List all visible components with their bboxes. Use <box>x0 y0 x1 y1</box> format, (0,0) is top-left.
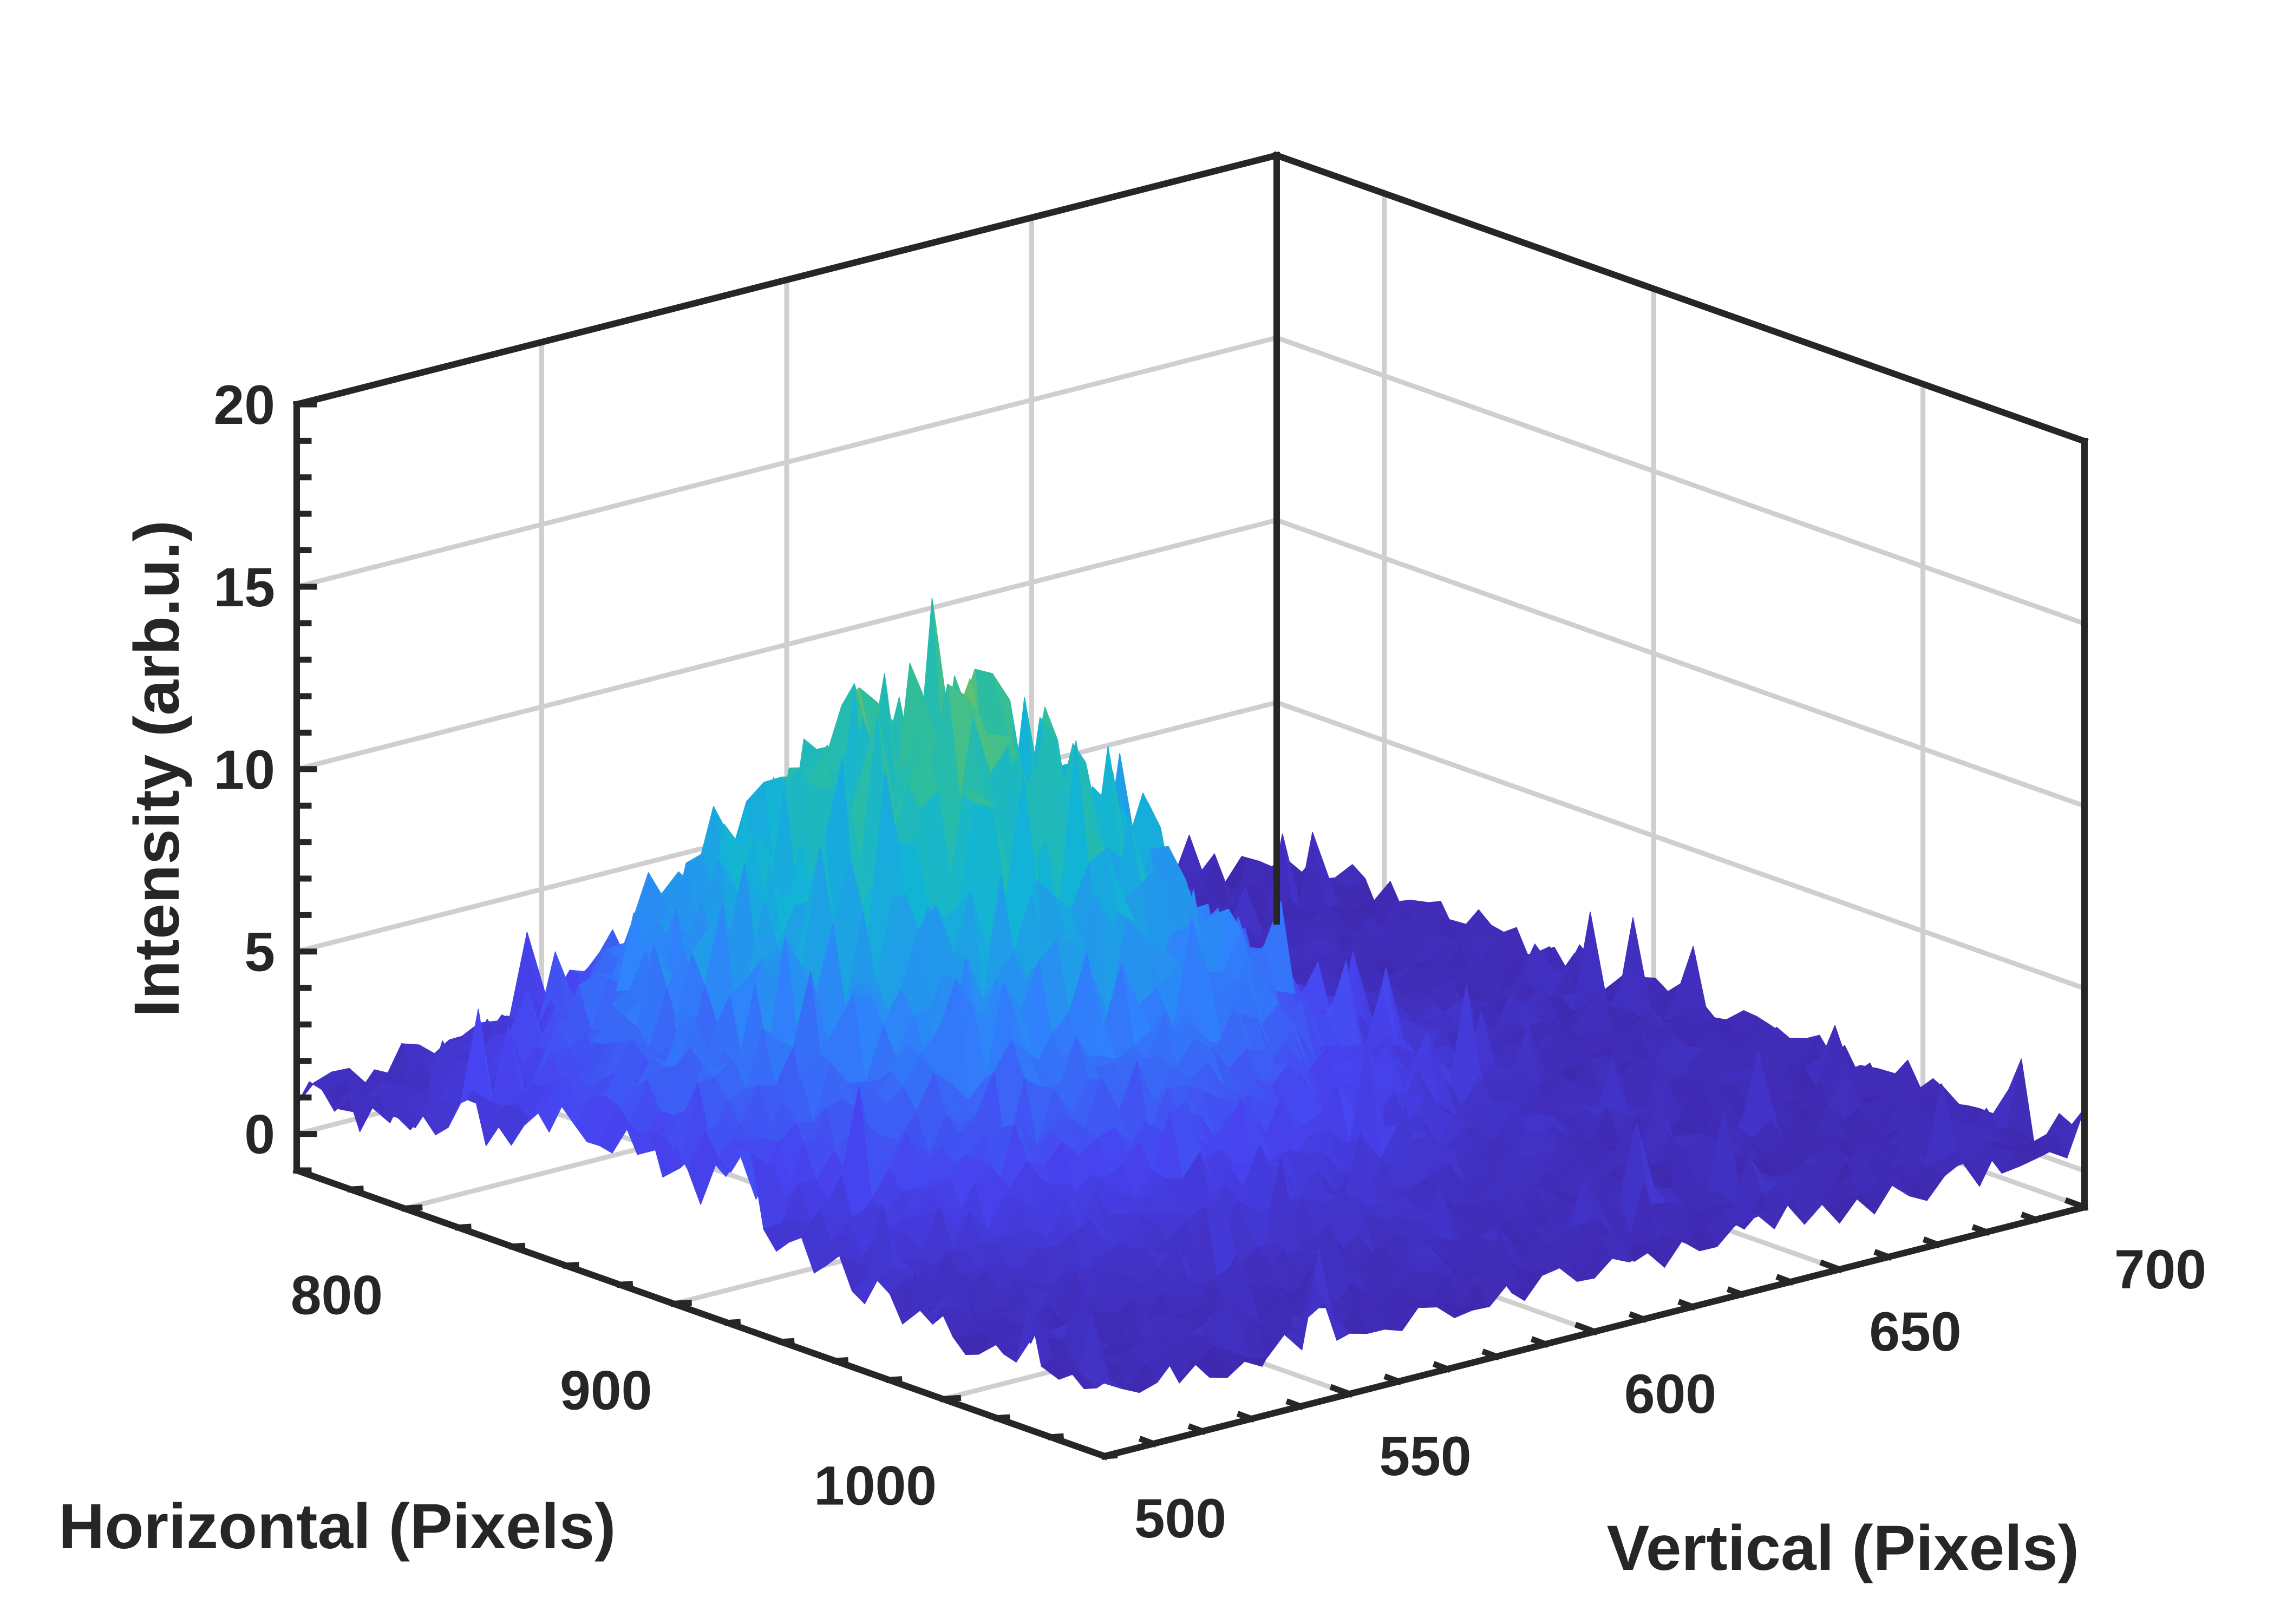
horizontal-minor-tick <box>994 1414 1010 1422</box>
vertical-minor-tick <box>1677 1299 1697 1311</box>
horizontal-tick-label: 800 <box>291 1264 383 1326</box>
intensity-surface <box>296 598 2085 1393</box>
vertical-axis-title: Vertical (Pixels) <box>1607 1512 2079 1584</box>
surface-patch <box>1091 1313 1123 1389</box>
vertical-minor-tick <box>1726 1286 1746 1299</box>
horizontal-major-tick <box>670 1299 692 1307</box>
horizontal-minor-tick <box>616 1281 633 1288</box>
vertical-minor-tick <box>1285 1398 1305 1411</box>
vertical-minor-tick <box>1187 1423 1207 1436</box>
box-top-left-edge <box>292 151 1281 409</box>
horizontal-axis-line <box>292 1166 1109 1461</box>
vertical-minor-tick <box>1922 1236 1942 1249</box>
vertical-minor-tick <box>1971 1224 1991 1236</box>
vertical-minor-tick <box>1873 1249 1893 1261</box>
vertical-minor-tick <box>1775 1274 1795 1286</box>
horizontal-minor-tick <box>563 1261 579 1269</box>
vertical-tick-label: 700 <box>2114 1239 2206 1300</box>
axis-tick-labels: 0 5 10 15 20 800 900 1000 500 550 600 650 700 <box>214 374 2207 1549</box>
vertical-major-tick <box>1329 1384 1354 1398</box>
vertical-major-tick <box>2064 1197 2089 1212</box>
horizontal-major-tick <box>401 1204 423 1212</box>
intensity-tick-label: 15 <box>214 556 275 618</box>
vertical-tick-label: 650 <box>1869 1301 1961 1363</box>
vertical-minor-tick <box>1530 1336 1550 1348</box>
vertical-minor-tick <box>1432 1361 1452 1373</box>
vertical-minor-tick <box>1481 1348 1501 1361</box>
horizontal-minor-tick <box>778 1338 795 1345</box>
axes-box <box>292 151 2089 1461</box>
intensity-axis-title: Intensity (arb.u.) <box>121 520 193 1017</box>
vertical-minor-tick <box>1628 1311 1648 1324</box>
vertical-major-tick <box>1819 1259 1844 1274</box>
horizontal-major-tick <box>939 1394 962 1403</box>
vertical-major-tick <box>1084 1446 1109 1461</box>
vertical-minor-tick <box>1383 1373 1403 1386</box>
box-top-right-edge <box>1272 151 2089 446</box>
grid-line-intensity-right-wall <box>1273 517 2088 809</box>
vertical-tick-label: 600 <box>1624 1363 1716 1425</box>
vertical-major-tick <box>1574 1321 1599 1336</box>
vertical-tick-label: 550 <box>1379 1425 1471 1487</box>
horizontal-minor-tick <box>509 1242 526 1250</box>
horizontal-axis-title: Horizontal (Pixels) <box>58 1491 616 1562</box>
horizontal-tick-label: 1000 <box>814 1455 937 1516</box>
horizontal-minor-tick <box>832 1357 849 1364</box>
intensity-tick-label: 10 <box>214 739 275 801</box>
vertical-tick-label: 500 <box>1134 1488 1226 1549</box>
intensity-tick-label: 20 <box>214 374 275 436</box>
vertical-minor-tick <box>2020 1212 2040 1224</box>
grid-line-intensity-right-wall <box>1273 335 2088 627</box>
grid-line-intensity-right-wall <box>1273 699 2088 992</box>
intensity-tick-label: 5 <box>244 921 275 983</box>
vertical-minor-tick <box>1138 1436 1158 1448</box>
vertical-minor-tick <box>1236 1411 1256 1423</box>
axis-ticks <box>293 401 2089 1461</box>
horizontal-minor-tick <box>886 1376 903 1384</box>
intensity-tick-label: 0 <box>244 1104 275 1165</box>
horizontal-tick-label: 900 <box>560 1359 652 1421</box>
